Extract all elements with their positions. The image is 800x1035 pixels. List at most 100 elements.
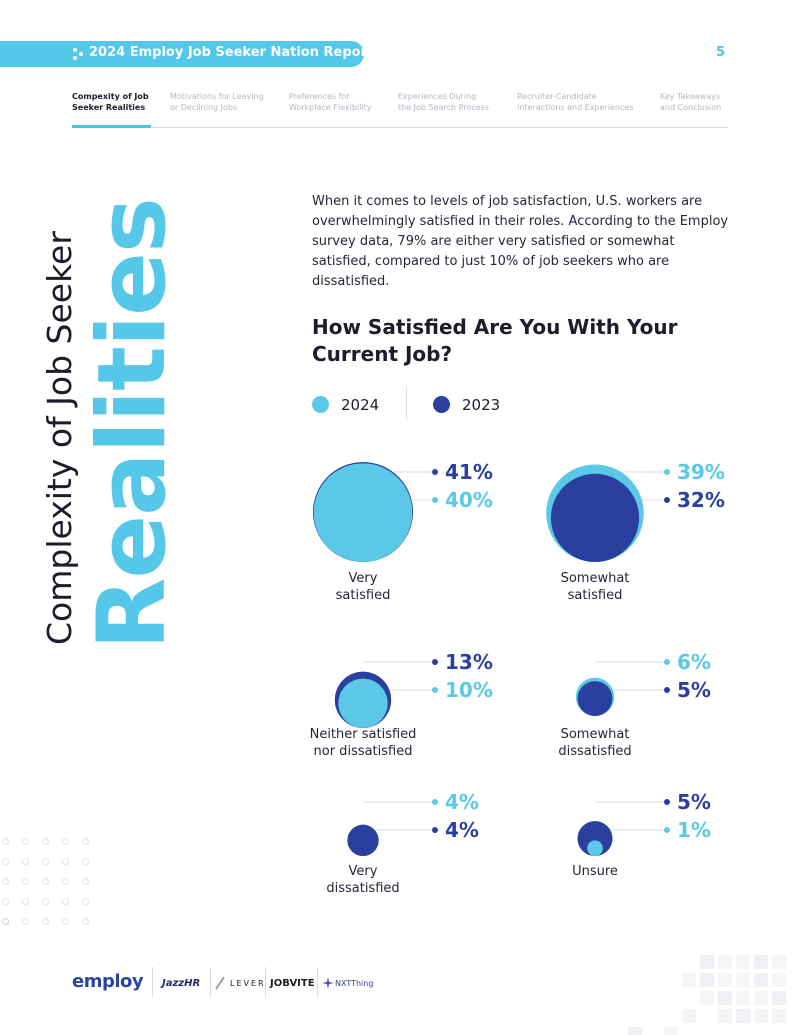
decorative-dot [22, 898, 29, 905]
callout-dot [664, 469, 670, 475]
callout-dot [664, 827, 670, 833]
callout-dot [432, 659, 438, 665]
decorative-dot [2, 898, 9, 905]
category-label: Somewhat [561, 571, 630, 586]
category-label: Neither satisfied [310, 727, 417, 742]
decorative-square [700, 973, 714, 987]
intro-paragraph: When it comes to levels of job satisfact… [312, 194, 729, 289]
decorative-dot [62, 918, 69, 925]
decorative-square [628, 1027, 642, 1035]
nav-active-indicator [72, 125, 151, 128]
decorative-dot [62, 838, 69, 845]
nav-tab-line: Workplace Flexibility [289, 103, 372, 112]
decorative-square [718, 1009, 732, 1023]
decorative-square [700, 991, 714, 1005]
decorative-square [772, 991, 786, 1005]
nav-tab-line: Recruiter-Candidate [517, 92, 597, 101]
category-label: Somewhat [561, 727, 630, 742]
decorative-square [718, 973, 732, 987]
value-label-2023: 4% [445, 818, 479, 842]
bubble-2024 [313, 463, 413, 562]
bubble-2024 [338, 678, 388, 728]
decorative-square [754, 1009, 768, 1023]
decorative-dot [42, 918, 49, 925]
decorative-dot [82, 918, 89, 925]
decorative-square [700, 955, 714, 969]
jobvite-logo: JOBVITE [270, 978, 315, 989]
callout-dot [432, 687, 438, 693]
decorative-dot [2, 858, 9, 865]
decorative-dot [42, 858, 49, 865]
callout-dot [664, 659, 670, 665]
category-label: Unsure [572, 864, 618, 879]
category-label: dissatisfied [558, 744, 631, 759]
decorative-square [664, 1027, 678, 1035]
nav-tab-takeaways[interactable]: Key Takeaways and Conclusion [660, 91, 721, 113]
decorative-square [772, 1009, 786, 1023]
decorative-dot [22, 858, 29, 865]
nxtthing-mark-icon [322, 977, 334, 989]
decorative-dot [42, 838, 49, 845]
sparkle-dots-icon [73, 48, 83, 60]
callout-dot [432, 469, 438, 475]
decorative-square [736, 973, 750, 987]
decorative-dot [82, 858, 89, 865]
value-label-2023: 5% [677, 678, 711, 702]
legend-label-2023: 2023 [462, 396, 501, 414]
callout-dot [432, 497, 438, 503]
page-number: 5 [716, 45, 726, 60]
bubble-2023 [550, 473, 640, 562]
nav-tab-line: Experiences During [398, 92, 477, 101]
logo-divider [317, 967, 318, 997]
decorative-dot [22, 838, 29, 845]
decorative-dot [2, 878, 9, 885]
decorative-square [754, 973, 768, 987]
logo-divider [265, 967, 266, 997]
bubble-2023 [577, 681, 613, 716]
value-label-2024: 39% [677, 460, 725, 484]
nav-tab-line: Preferences for [289, 92, 350, 101]
bubble-2024 [587, 840, 603, 856]
nav-tab-job-search[interactable]: Experiences During the Job Search Proces… [398, 91, 489, 113]
decorative-square [772, 973, 786, 987]
nav-tab-flexibility[interactable]: Preferences for Workplace Flexibility [289, 91, 372, 113]
nav-tab-motivations[interactable]: Motivations for Leaving or Declining Job… [170, 91, 264, 113]
decorative-dot [2, 838, 9, 845]
logo-divider [152, 967, 153, 997]
legend-swatch-2023 [433, 396, 450, 413]
value-label-2023: 13% [445, 650, 493, 674]
bubble-2023 [347, 824, 379, 857]
decorative-square [736, 991, 750, 1005]
decorative-square [772, 955, 786, 969]
decorative-dot [22, 918, 29, 925]
category-label: satisfied [568, 588, 623, 603]
nav-tab-recruiter[interactable]: Recruiter-Candidate Interactions and Exp… [517, 91, 634, 113]
nav-tab-line: Motivations for Leaving [170, 92, 264, 101]
decorative-square [754, 955, 768, 969]
chart-title: How Satisfied Are You With Your Current … [312, 315, 678, 366]
section-nav: Compexity of Job Seeker Realities Motiva… [72, 90, 728, 128]
decorative-dot [62, 898, 69, 905]
callout-dot [432, 827, 438, 833]
bubble-2023 [577, 821, 613, 856]
decorative-dot [62, 858, 69, 865]
nav-tab-line: Compexity of Job [72, 92, 149, 101]
value-label-2024: 4% [445, 790, 479, 814]
value-label-2023: 32% [677, 488, 725, 512]
decorative-dot [62, 878, 69, 885]
callout-dot [664, 687, 670, 693]
nav-divider [72, 127, 728, 128]
value-label-2023: 5% [677, 790, 711, 814]
nav-tab-line: and Conclusion [660, 103, 722, 112]
lever-logo: LEVER [230, 979, 266, 988]
nav-tab-complexity[interactable]: Compexity of Job Seeker Realities [72, 91, 149, 113]
decorative-square [736, 955, 750, 969]
callout-dot [664, 799, 670, 805]
decorative-square [682, 973, 696, 987]
decorative-square [718, 955, 732, 969]
lever-mark-icon [215, 976, 225, 990]
decorative-dot [82, 878, 89, 885]
decorative-dot [82, 838, 89, 845]
nav-tab-line: or Declining Jobs [170, 103, 238, 112]
